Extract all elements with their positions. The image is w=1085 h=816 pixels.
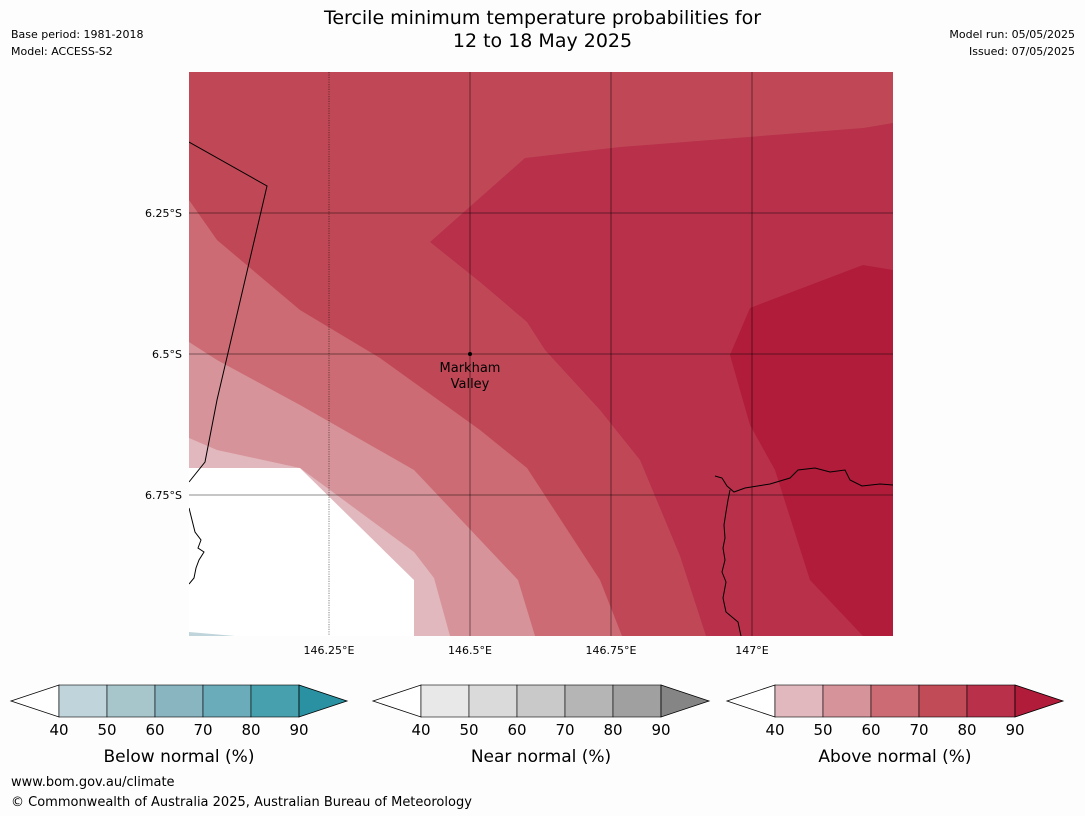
below-normal-extend-low [9, 684, 60, 718]
near-normal-tick-label: 60 [507, 721, 526, 739]
footer-copyright: © Commonwealth of Australia 2025, Austra… [11, 795, 472, 810]
above-normal-extend-high [1014, 684, 1065, 718]
below-normal-tick-label: 60 [145, 721, 164, 739]
below-normal-tick-label: 90 [289, 721, 308, 739]
near-normal-swatch [420, 684, 470, 718]
map-metadata-left: Base period: 1981-2018 Model: ACCESS-S2 [11, 26, 143, 60]
legend-near-normal: 40 50 60 70 80 90 Near normal (%) [371, 684, 711, 767]
lat-label-6-75s: 6.75°S [145, 489, 182, 502]
contour-80-90 [430, 123, 893, 636]
lon-label-146-5e: 146.5°E [448, 644, 492, 657]
gridlines [189, 72, 893, 636]
place-label-line2: Valley [451, 377, 490, 392]
border-line [189, 141, 268, 483]
contour-90-plus [730, 265, 893, 636]
near-normal-legend-title: Near normal (%) [471, 747, 611, 767]
map-title: Tercile minimum temperature probabilitie… [0, 7, 1085, 53]
above-normal-tick-label: 80 [957, 721, 976, 739]
legend-above-normal: 40 50 60 70 80 90 Above normal (%) [725, 684, 1065, 767]
near-normal-swatch [468, 684, 518, 718]
below-normal-tick-label: 50 [97, 721, 116, 739]
coastlines-borders [189, 141, 893, 636]
above-normal-swatch [918, 684, 968, 718]
probability-map: Markham Valley 6.25°S 6.5°S 6.75°S 146.2… [145, 72, 893, 657]
lat-label-6-5s: 6.5°S [152, 348, 182, 361]
place-label-line1: Markham [440, 361, 501, 376]
below-normal-sliver [189, 632, 235, 636]
coastline-west [189, 507, 205, 585]
below-normal-swatch [58, 684, 108, 718]
below-normal-swatch [154, 684, 204, 718]
above-normal-legend-title: Above normal (%) [818, 747, 971, 767]
model-text: Model: ACCESS-S2 [11, 45, 113, 58]
near-normal-swatch [516, 684, 566, 718]
markham-valley-marker [468, 352, 472, 356]
below-normal-tick-label: 40 [49, 721, 68, 739]
coastline-east-south [721, 489, 742, 636]
colorbar-legends: 40 50 60 70 80 90 Below normal (%) 40 50 60 70 80 9… [9, 684, 1065, 767]
near-normal-extend-high [660, 684, 711, 718]
lat-label-6-25s: 6.25°S [145, 207, 182, 220]
above-normal-tick-label: 70 [909, 721, 928, 739]
lon-label-147e: 147°E [735, 644, 768, 657]
coastline-east [714, 467, 893, 493]
near-normal-tick-label: 40 [411, 721, 430, 739]
below-normal-swatch [250, 684, 300, 718]
above-normal-tick-label: 40 [765, 721, 784, 739]
near-normal-tick-label: 80 [603, 721, 622, 739]
above-normal-swatch [822, 684, 872, 718]
title-line-1: Tercile minimum temperature probabilitie… [323, 7, 762, 29]
below-normal-swatch [106, 684, 156, 718]
issued-text: Issued: 07/05/2025 [968, 45, 1075, 58]
above-normal-extend-low [725, 684, 776, 718]
legend-below-normal: 40 50 60 70 80 90 Below normal (%) [9, 684, 349, 767]
base-period-text: Base period: 1981-2018 [11, 28, 144, 41]
near-normal-extend-low [371, 684, 422, 718]
lon-label-146-75e: 146.75°E [586, 644, 637, 657]
model-run-text: Model run: 05/05/2025 [949, 28, 1075, 41]
below-normal-tick-label: 80 [241, 721, 260, 739]
above-normal-swatch [774, 684, 824, 718]
above-normal-swatch [870, 684, 920, 718]
above-normal-tick-label: 60 [861, 721, 880, 739]
footer-url: www.bom.gov.au/climate [11, 775, 175, 790]
near-normal-swatch [564, 684, 614, 718]
map-metadata-right: Model run: 05/05/2025 Issued: 07/05/2025 [949, 26, 1075, 60]
below-normal-tick-label: 70 [193, 721, 212, 739]
title-line-2: 12 to 18 May 2025 [452, 30, 633, 52]
above-normal-tick-label: 90 [1005, 721, 1024, 739]
below-normal-swatch [202, 684, 252, 718]
above-normal-swatch [966, 684, 1016, 718]
near-normal-tick-label: 90 [651, 721, 670, 739]
near-normal-tick-label: 50 [459, 721, 478, 739]
below-normal-extend-high [298, 684, 349, 718]
near-normal-swatch [612, 684, 662, 718]
above-normal-tick-label: 50 [813, 721, 832, 739]
contour-40-50-upper [189, 438, 300, 468]
contour-40-50-lower [300, 468, 450, 636]
near-normal-tick-label: 70 [555, 721, 574, 739]
no-data-region [189, 468, 414, 636]
below-normal-legend-title: Below normal (%) [104, 747, 255, 767]
lon-label-146-25e: 146.25°E [304, 644, 355, 657]
